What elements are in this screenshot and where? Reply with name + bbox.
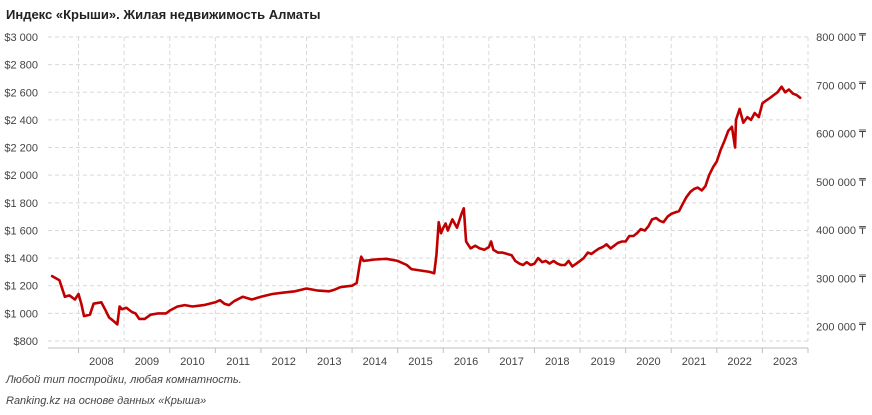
right-axis-tick-label: 500 000 ₸ — [816, 177, 866, 189]
left-axis-tick-label: $3 000 — [4, 32, 38, 44]
x-axis-tick-label: 2020 — [636, 356, 660, 368]
x-axis-tick-label: 2019 — [591, 356, 615, 368]
right-axis-tick-label: 600 000 ₸ — [816, 129, 866, 141]
right-axis-tick-label: 300 000 ₸ — [816, 273, 866, 285]
x-axis-tick-label: 2008 — [89, 356, 113, 368]
x-axis-tick-label: 2022 — [727, 356, 751, 368]
left-axis-tick-label: $2 600 — [4, 87, 38, 99]
grid-lines — [48, 36, 809, 342]
x-axis-tick-label: 2009 — [135, 356, 159, 368]
x-axis-tick-label: 2013 — [317, 356, 341, 368]
right-axis-tick-label: 200 000 ₸ — [816, 322, 866, 334]
left-axis-tick-label: $2 400 — [4, 115, 38, 127]
right-axis-tick-label: 800 000 ₸ — [816, 32, 866, 44]
series-lines — [50, 85, 802, 326]
x-axis-tick-label: 2014 — [363, 356, 387, 368]
left-axis-tick-label: $1 600 — [4, 225, 38, 237]
right-axis-tick-label: 400 000 ₸ — [816, 225, 866, 237]
left-axis-tick-label: $2 000 — [4, 170, 38, 182]
left-y-axis: $800 $1 000 $1 200 $1 400 $1 600 $1 800 $2 000… — [4, 32, 38, 348]
x-axis-tick-label: 2010 — [180, 356, 204, 368]
left-axis-tick-label: $800 — [14, 336, 38, 348]
chart-source: Ranking.kz на основе данных «Крыша» — [6, 395, 207, 407]
x-axis-tick-label: 2011 — [226, 356, 250, 368]
x-axis-tick-label: 2016 — [454, 356, 478, 368]
left-axis-tick-label: $1 200 — [4, 281, 38, 293]
x-axis-tick-label: 2021 — [682, 356, 706, 368]
left-axis-tick-label: $1 800 — [4, 198, 38, 210]
chart-note: Любой тип постройки, любая комнатность. — [6, 374, 242, 386]
x-axis-tick-label: 2012 — [271, 356, 295, 368]
x-axis-tick-label: 2023 — [773, 356, 797, 368]
left-axis-tick-label: $1 400 — [4, 253, 38, 265]
x-axis-tick-label: 2017 — [499, 356, 523, 368]
x-axis: 2008 2009 2010 2011 2012 2013 2014 2015 2016 2017… — [48, 347, 809, 368]
right-y-axis: 200 000 ₸ 300 000 ₸ 400 000 ₸ 500 000 ₸ 600 … — [816, 32, 866, 334]
series-line — [50, 85, 802, 326]
x-axis-tick-label: 2015 — [408, 356, 432, 368]
x-axis-tick-label: 2018 — [545, 356, 569, 368]
right-axis-tick-label: 700 000 ₸ — [816, 80, 866, 92]
left-axis-tick-label: $2 200 — [4, 143, 38, 155]
left-axis-tick-label: $2 800 — [4, 60, 38, 72]
left-axis-tick-label: $1 000 — [4, 308, 38, 320]
chart-title: Индекс «Крыши». Жилая недвижимость Алмат… — [6, 7, 321, 22]
